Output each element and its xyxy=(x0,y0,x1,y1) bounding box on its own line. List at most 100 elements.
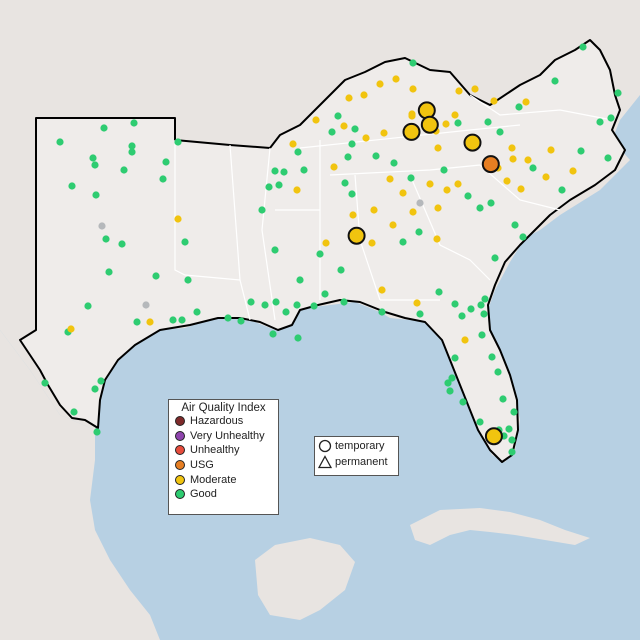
sensor-marker-small[interactable] xyxy=(348,140,356,148)
sensor-marker-small[interactable] xyxy=(433,235,441,243)
sensor-marker-small[interactable] xyxy=(454,119,462,127)
sensor-marker-small[interactable] xyxy=(92,191,100,199)
sensor-marker-small[interactable] xyxy=(386,175,394,183)
sensor-marker-small[interactable] xyxy=(434,144,442,152)
sensor-marker-small[interactable] xyxy=(455,87,463,95)
sensor-marker-small[interactable] xyxy=(316,250,324,258)
sensor-marker-small[interactable] xyxy=(294,148,302,156)
sensor-marker-small[interactable] xyxy=(70,408,78,416)
sensor-marker-large[interactable] xyxy=(402,122,421,141)
sensor-marker-small[interactable] xyxy=(269,330,277,338)
sensor-marker-small[interactable] xyxy=(102,235,110,243)
sensor-marker-small[interactable] xyxy=(376,80,384,88)
sensor-marker-small[interactable] xyxy=(409,85,417,93)
sensor-marker-small[interactable] xyxy=(451,300,459,308)
sensor-marker-small[interactable] xyxy=(440,166,448,174)
sensor-marker-small[interactable] xyxy=(178,316,186,324)
sensor-marker-small[interactable] xyxy=(515,103,523,111)
sensor-marker-small[interactable] xyxy=(569,167,577,175)
sensor-marker-small[interactable] xyxy=(519,233,527,241)
sensor-marker-small[interactable] xyxy=(162,158,170,166)
sensor-marker-small[interactable] xyxy=(451,111,459,119)
sensor-marker-small[interactable] xyxy=(378,286,386,294)
sensor-marker-small[interactable] xyxy=(484,118,492,126)
sensor-marker-small[interactable] xyxy=(91,161,99,169)
sensor-marker-small[interactable] xyxy=(258,206,266,214)
sensor-marker-large[interactable] xyxy=(481,155,500,174)
sensor-marker-small[interactable] xyxy=(340,298,348,306)
sensor-marker-small[interactable] xyxy=(193,308,201,316)
sensor-marker-small[interactable] xyxy=(444,379,452,387)
sensor-marker-small[interactable] xyxy=(413,299,421,307)
sensor-marker-small[interactable] xyxy=(442,120,450,128)
sensor-marker-small[interactable] xyxy=(446,387,454,395)
sensor-marker-small[interactable] xyxy=(478,331,486,339)
sensor-marker-small[interactable] xyxy=(91,385,99,393)
sensor-marker-small[interactable] xyxy=(426,180,434,188)
sensor-marker-small[interactable] xyxy=(547,146,555,154)
sensor-marker-small[interactable] xyxy=(416,310,424,318)
sensor-marker-small[interactable] xyxy=(181,238,189,246)
sensor-marker-small[interactable] xyxy=(488,353,496,361)
sensor-marker-small[interactable] xyxy=(434,204,442,212)
sensor-marker-small[interactable] xyxy=(130,119,138,127)
sensor-marker-small[interactable] xyxy=(93,428,101,436)
sensor-marker-small[interactable] xyxy=(118,240,126,248)
sensor-marker-small[interactable] xyxy=(579,43,587,51)
sensor-marker-small[interactable] xyxy=(174,215,182,223)
sensor-marker-small[interactable] xyxy=(415,228,423,236)
sensor-marker-small[interactable] xyxy=(294,334,302,342)
sensor-marker-small[interactable] xyxy=(159,175,167,183)
sensor-marker-small[interactable] xyxy=(409,59,417,67)
sensor-marker-small[interactable] xyxy=(476,418,484,426)
sensor-marker-small[interactable] xyxy=(344,153,352,161)
sensor-marker-small[interactable] xyxy=(542,173,550,181)
sensor-marker-small[interactable] xyxy=(265,183,273,191)
sensor-marker-small[interactable] xyxy=(471,85,479,93)
sensor-marker-small[interactable] xyxy=(524,156,532,164)
sensor-marker-small[interactable] xyxy=(128,142,136,150)
sensor-marker-small[interactable] xyxy=(128,148,136,156)
sensor-marker-small[interactable] xyxy=(551,77,559,85)
sensor-marker-small[interactable] xyxy=(68,182,76,190)
sensor-marker-small[interactable] xyxy=(435,288,443,296)
sensor-marker-small[interactable] xyxy=(380,129,388,137)
sensor-marker-small[interactable] xyxy=(337,266,345,274)
sensor-marker-small[interactable] xyxy=(296,276,304,284)
sensor-marker-small[interactable] xyxy=(399,189,407,197)
sensor-marker-small[interactable] xyxy=(41,379,49,387)
sensor-marker-small[interactable] xyxy=(476,204,484,212)
sensor-marker-large[interactable] xyxy=(420,115,439,134)
sensor-marker-small[interactable] xyxy=(481,295,489,303)
sensor-marker-small[interactable] xyxy=(604,154,612,162)
sensor-marker-small[interactable] xyxy=(477,301,485,309)
sensor-marker-small[interactable] xyxy=(184,276,192,284)
sensor-marker-small[interactable] xyxy=(98,222,106,230)
sensor-marker-small[interactable] xyxy=(334,112,342,120)
sensor-marker-small[interactable] xyxy=(511,221,519,229)
sensor-marker-small[interactable] xyxy=(389,221,397,229)
sensor-marker-small[interactable] xyxy=(390,159,398,167)
sensor-marker-small[interactable] xyxy=(349,211,357,219)
sensor-marker-small[interactable] xyxy=(416,199,424,207)
sensor-marker-small[interactable] xyxy=(458,312,466,320)
sensor-marker-small[interactable] xyxy=(271,246,279,254)
sensor-marker-small[interactable] xyxy=(146,318,154,326)
sensor-marker-small[interactable] xyxy=(490,97,498,105)
sensor-marker-small[interactable] xyxy=(577,147,585,155)
sensor-marker-small[interactable] xyxy=(370,206,378,214)
sensor-marker-small[interactable] xyxy=(272,298,280,306)
sensor-marker-small[interactable] xyxy=(56,138,64,146)
sensor-marker-small[interactable] xyxy=(503,177,511,185)
sensor-marker-small[interactable] xyxy=(300,166,308,174)
sensor-marker-small[interactable] xyxy=(322,239,330,247)
sensor-marker-small[interactable] xyxy=(517,185,525,193)
sensor-marker-small[interactable] xyxy=(169,316,177,324)
sensor-marker-small[interactable] xyxy=(607,114,615,122)
sensor-marker-small[interactable] xyxy=(508,436,516,444)
sensor-marker-small[interactable] xyxy=(271,167,279,175)
sensor-marker-small[interactable] xyxy=(407,174,415,182)
sensor-marker-small[interactable] xyxy=(360,91,368,99)
sensor-marker-small[interactable] xyxy=(448,374,456,382)
sensor-marker-large[interactable] xyxy=(347,226,366,245)
